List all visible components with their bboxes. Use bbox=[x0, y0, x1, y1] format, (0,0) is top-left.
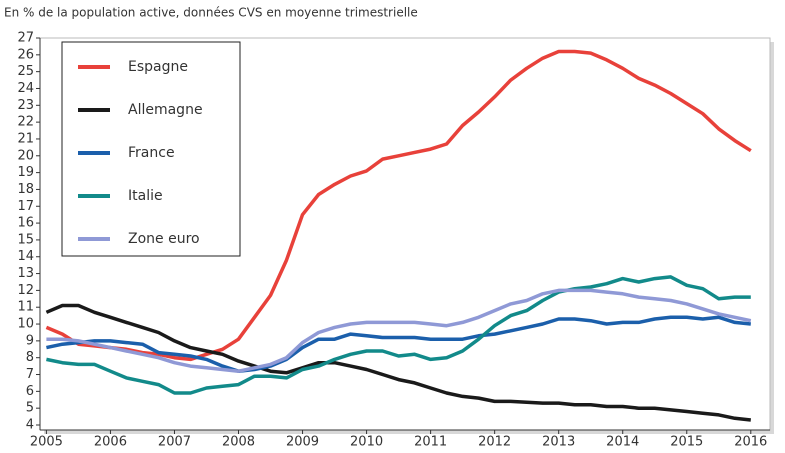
x-tick-label: 2015 bbox=[670, 435, 703, 450]
y-tick-label: 21 bbox=[17, 131, 34, 146]
x-tick-label: 2011 bbox=[414, 435, 447, 450]
y-tick-label: 27 bbox=[17, 31, 34, 46]
y-tick-label: 10 bbox=[17, 317, 34, 332]
y-tick-label: 7 bbox=[26, 367, 34, 382]
y-tick-label: 22 bbox=[17, 115, 34, 130]
x-tick-label: 2016 bbox=[734, 435, 767, 450]
y-tick-label: 8 bbox=[26, 350, 34, 365]
legend-label: Zone euro bbox=[128, 231, 200, 247]
x-tick-label: 2010 bbox=[350, 435, 383, 450]
y-tick-label: 20 bbox=[17, 148, 34, 163]
x-tick-label: 2012 bbox=[478, 435, 511, 450]
y-tick-label: 26 bbox=[17, 47, 34, 62]
y-tick-label: 18 bbox=[17, 182, 34, 197]
x-tick-label: 2008 bbox=[222, 435, 255, 450]
y-tick-label: 19 bbox=[17, 165, 34, 180]
legend-label: Allemagne bbox=[128, 102, 203, 118]
y-tick-label: 14 bbox=[17, 249, 34, 264]
x-tick-label: 2013 bbox=[542, 435, 575, 450]
y-tick-label: 5 bbox=[26, 401, 34, 416]
y-tick-label: 13 bbox=[17, 266, 34, 281]
series-line bbox=[45, 49, 752, 362]
series-line bbox=[46, 275, 751, 395]
series-line bbox=[46, 315, 751, 373]
x-tick-label: 2006 bbox=[94, 435, 127, 450]
y-tick-label: 16 bbox=[17, 216, 34, 231]
series-line bbox=[46, 288, 752, 373]
y-tick-label: 25 bbox=[17, 64, 34, 79]
legend-label: Italie bbox=[128, 188, 163, 204]
legend-label: France bbox=[128, 145, 175, 161]
y-tick-label: 4 bbox=[26, 418, 34, 433]
series-line bbox=[45, 303, 751, 422]
y-tick-label: 24 bbox=[17, 81, 34, 96]
x-tick-label: 2007 bbox=[158, 435, 191, 450]
x-tick-label: 2005 bbox=[30, 435, 63, 450]
chart-subtitle: En % de la population active, données CV… bbox=[4, 6, 418, 20]
y-tick-label: 11 bbox=[17, 300, 34, 315]
legend-box bbox=[61, 41, 241, 257]
y-tick-label: 12 bbox=[17, 283, 34, 298]
y-tick-label: 23 bbox=[17, 98, 34, 113]
y-tick-label: 15 bbox=[17, 232, 34, 247]
x-tick-label: 2009 bbox=[286, 435, 319, 450]
legend-label: Espagne bbox=[128, 59, 188, 75]
y-tick-label: 9 bbox=[26, 333, 34, 348]
y-tick-label: 6 bbox=[26, 384, 34, 399]
x-tick-label: 2014 bbox=[606, 435, 639, 450]
y-tick-label: 17 bbox=[17, 199, 34, 214]
